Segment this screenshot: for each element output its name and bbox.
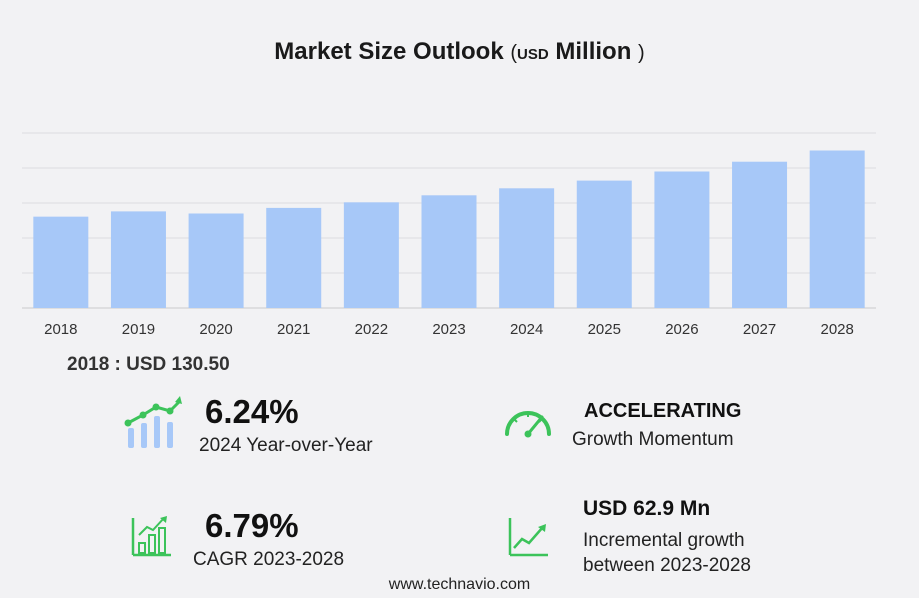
bar-2022 bbox=[343, 202, 399, 308]
line-growth-icon bbox=[508, 518, 548, 557]
growth-chart-icon bbox=[124, 396, 182, 448]
x-tick-label-2021: 2021 bbox=[277, 321, 310, 338]
x-tick-label-2027: 2027 bbox=[743, 321, 776, 338]
title-text: Market Size Outlook bbox=[274, 38, 504, 65]
bar-2025 bbox=[576, 180, 632, 308]
bar-2018 bbox=[33, 216, 89, 308]
unit-word: Million bbox=[555, 38, 632, 65]
x-tick-labels: 2018 2019 2020 2021 2022 2023 2024 2025 2026 2027… bbox=[44, 321, 854, 338]
x-tick-label-2018: 2018 bbox=[44, 321, 77, 338]
speedometer-icon bbox=[505, 411, 551, 438]
unit-label: USD bbox=[517, 46, 549, 63]
chart-title: Market Size Outlook (USD Million ) bbox=[0, 38, 919, 66]
incremental-line-2: between 2023-2028 bbox=[583, 555, 751, 576]
cagr-label: CAGR 2023-2028 bbox=[193, 549, 345, 570]
x-tick-label-2022: 2022 bbox=[355, 321, 388, 338]
x-tick-label-2024: 2024 bbox=[510, 321, 543, 338]
bar-2019 bbox=[110, 211, 166, 308]
bar-chart: 2018 2019 2020 2021 2022 2023 2024 2025 2026 2027… bbox=[22, 132, 876, 338]
x-tick-label-2028: 2028 bbox=[820, 321, 853, 338]
base-year-value: 2018 : USD 130.50 bbox=[67, 354, 230, 375]
footer-url: www.technavio.com bbox=[388, 576, 531, 593]
bar-2026 bbox=[654, 171, 710, 308]
bar-2020 bbox=[188, 213, 244, 308]
open-paren: ( bbox=[510, 42, 518, 64]
incremental-line-1: Incremental growth bbox=[583, 530, 745, 551]
bar-growth-icon bbox=[131, 516, 171, 557]
cagr-value: 6.79% bbox=[205, 507, 299, 544]
bar-2028 bbox=[809, 150, 865, 308]
x-tick-label-2026: 2026 bbox=[665, 321, 698, 338]
bar-2027 bbox=[732, 161, 788, 308]
momentum-label: Growth Momentum bbox=[572, 429, 734, 450]
incremental-label: Incremental growth between 2023-2028 bbox=[583, 528, 751, 578]
bar-2023 bbox=[421, 195, 477, 308]
incremental-value: USD 62.9 Mn bbox=[583, 497, 711, 520]
x-tick-label-2019: 2019 bbox=[122, 321, 155, 338]
x-tick-label-2023: 2023 bbox=[432, 321, 465, 338]
bar-2024 bbox=[499, 188, 555, 308]
yoy-value: 6.24% bbox=[205, 393, 299, 430]
x-tick-label-2025: 2025 bbox=[588, 321, 621, 338]
close-paren: ) bbox=[638, 42, 645, 64]
x-tick-label-2020: 2020 bbox=[199, 321, 232, 338]
yoy-label: 2024 Year-over-Year bbox=[199, 435, 373, 456]
momentum-title: ACCELERATING bbox=[584, 400, 742, 422]
bar-2021 bbox=[266, 207, 322, 308]
bar-layer bbox=[33, 150, 865, 308]
